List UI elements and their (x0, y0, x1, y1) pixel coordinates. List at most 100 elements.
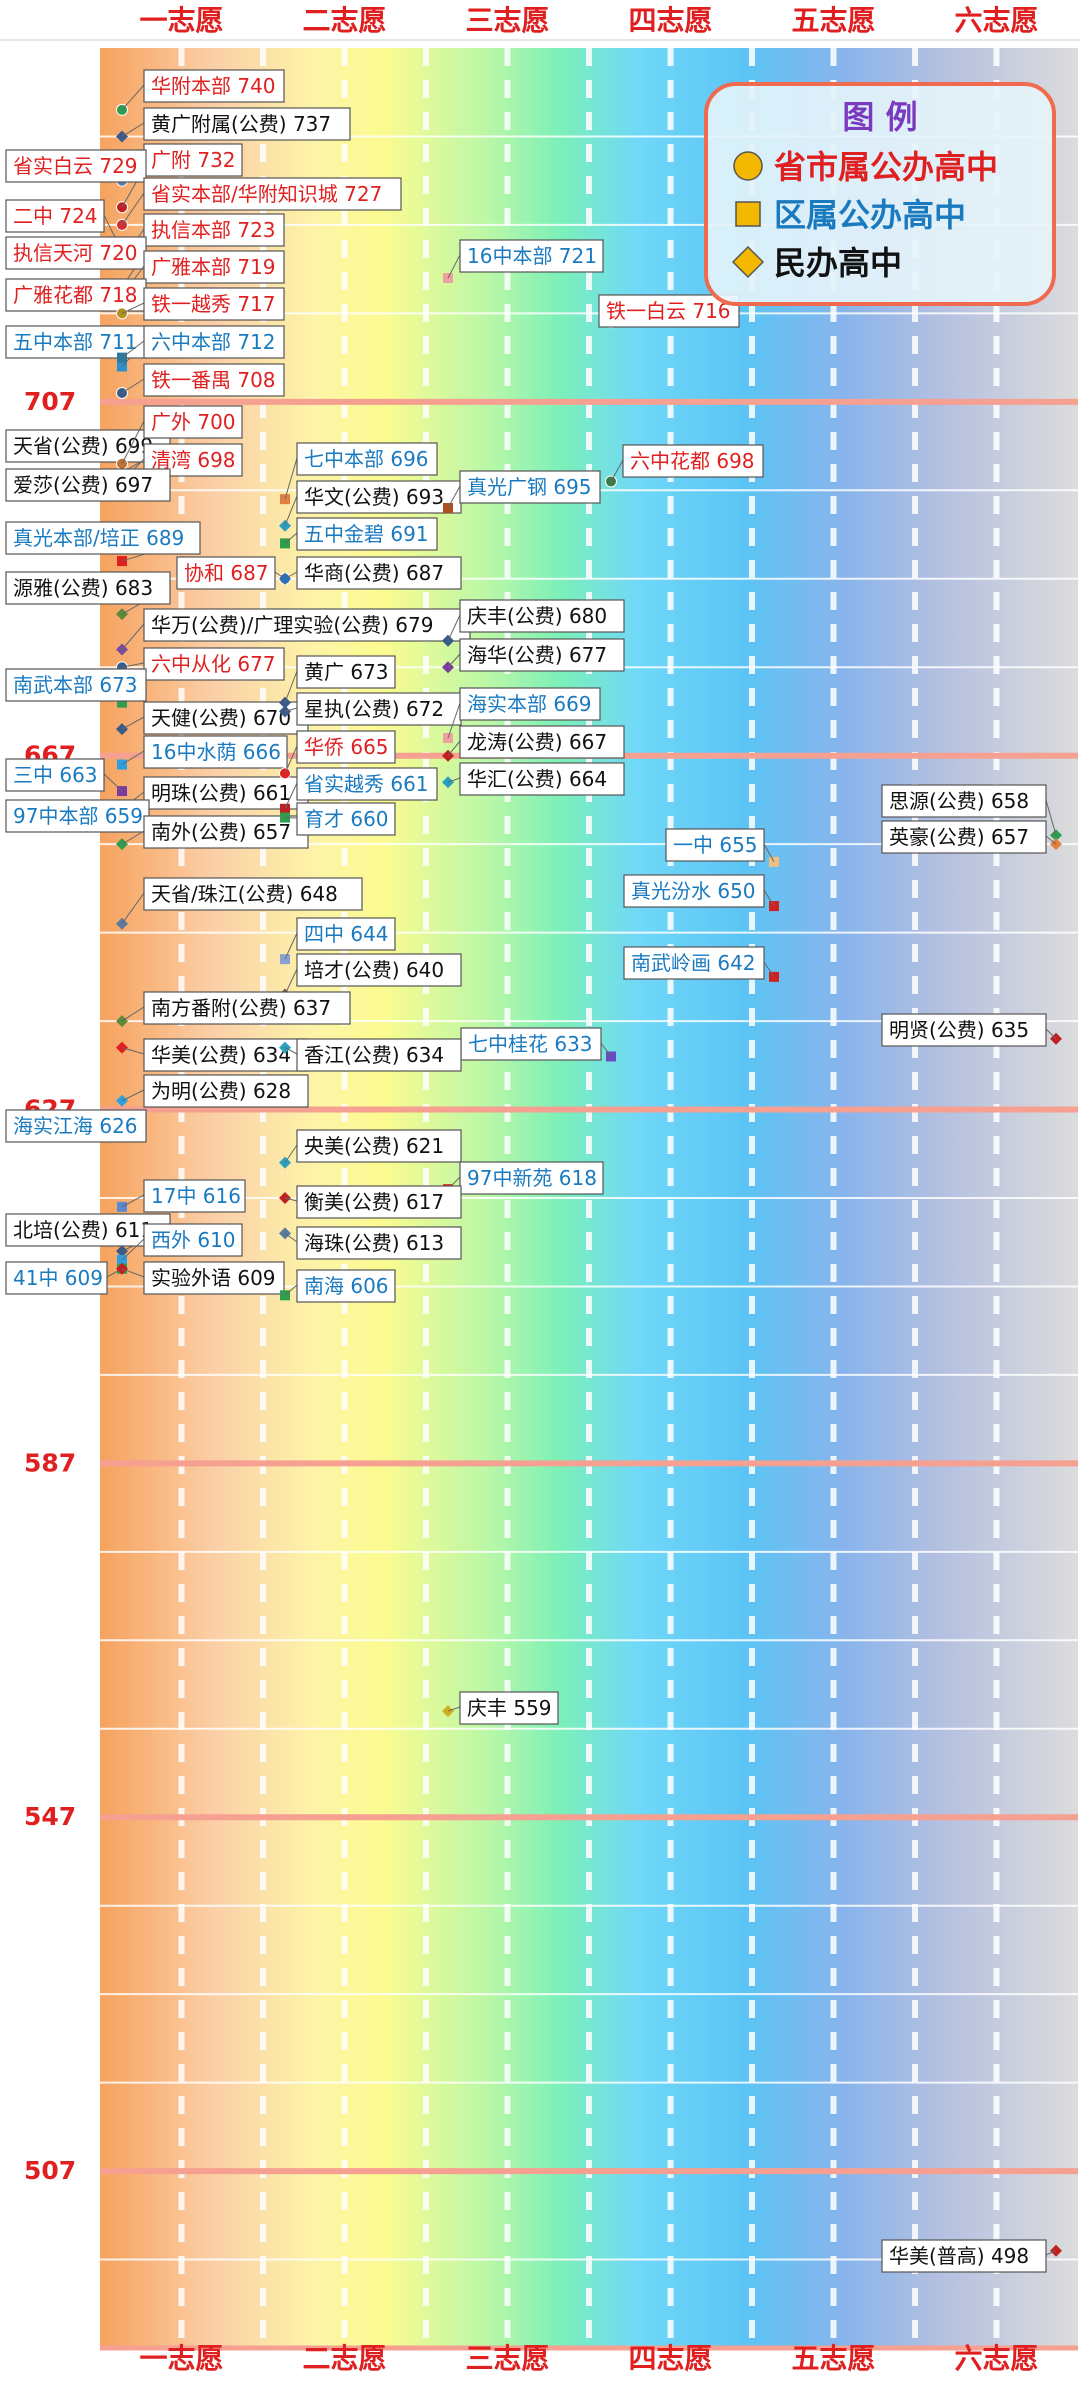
data-point: 六中从化 677 (116, 647, 285, 681)
point-label: 培才(公费) 640 (304, 958, 444, 982)
point-label-box (143, 177, 402, 211)
leader-line (121, 892, 145, 925)
data-point: 省实越秀 661 (280, 767, 438, 814)
data-point: 铁一白云 716 (598, 294, 740, 329)
leader-line (447, 740, 461, 757)
point-label-box (5, 468, 171, 502)
data-point: 海实本部 669 (443, 687, 601, 743)
x-tick-label-top: 五志愿 (791, 4, 875, 37)
leader-line (447, 702, 461, 739)
data-point: 华侨 665 (279, 730, 396, 780)
point-label-box (5, 1261, 108, 1295)
x-tick-label-bottom: 四志愿 (628, 2342, 712, 2375)
point-label: 真光本部/培正 689 (13, 526, 184, 550)
point-label-box (296, 730, 396, 764)
data-point: 为明(公费) 628 (116, 1074, 309, 1108)
point-label: 庆丰 559 (467, 1696, 552, 1720)
point-label: 天健(公费) 670 (151, 706, 291, 730)
leader-line (121, 1268, 145, 1278)
leader-line (284, 782, 298, 809)
data-point: 七中本部 696 (280, 442, 438, 505)
point-label: 三中 663 (13, 763, 98, 787)
point-label: 广附 732 (151, 148, 236, 172)
point-label: 二中 724 (13, 204, 98, 228)
data-point: 天省(公费) 699 (5, 429, 171, 479)
point-label-box (459, 470, 601, 504)
point-label-box (296, 1185, 462, 1219)
data-point: 铁一番禺 708 (116, 363, 285, 399)
data-point: 华文(公费) 693 (279, 480, 462, 532)
data-point: 培才(公费) 640 (279, 953, 462, 1001)
point-label: 六中花都 698 (630, 449, 755, 473)
leader-line (284, 571, 298, 580)
point-label-box (5, 149, 147, 183)
point-label-box (296, 802, 396, 836)
x-tick-label-bottom: 三志愿 (465, 2342, 549, 2375)
point-label-box (143, 1261, 285, 1295)
x-tick-label-bottom: 五志愿 (791, 2342, 875, 2375)
point-label: 英豪(公费) 657 (889, 825, 1029, 849)
data-point: 黄广附属(公费) 737 (116, 107, 351, 143)
point-label: 省实白云 729 (13, 154, 138, 178)
legend-label: 省市属公办高中 (774, 148, 998, 186)
legend-swatch-diamond (731, 245, 765, 279)
point-label: 省实本部/华附知识城 727 (151, 182, 382, 206)
data-point: 衡美(公费) 617 (279, 1185, 462, 1219)
point-label: 央美(公费) 621 (304, 1134, 444, 1158)
point-label: 庆丰(公费) 680 (467, 604, 607, 628)
point-label: 海华(公费) 677 (467, 643, 607, 667)
point-label: 南武岭画 642 (631, 951, 756, 975)
point-label: 华万(公费)/广理实验(公费) 679 (151, 613, 433, 637)
data-point: 思源(公费) 658 (881, 784, 1062, 842)
point-label: 北培(公费) 611 (13, 1218, 153, 1242)
x-tick-label-bottom: 六志愿 (954, 2342, 1038, 2375)
point-label: 七中本部 696 (304, 447, 429, 471)
point-label: 育才 660 (304, 807, 389, 831)
data-point: 华万(公费)/广理实验(公费) 679 (116, 608, 471, 656)
data-point: 南海 606 (280, 1269, 396, 1303)
point-label: 衡美(公费) 617 (304, 1190, 444, 1214)
point-label-box (459, 762, 625, 796)
data-point: 龙涛(公费) 667 (442, 725, 625, 762)
legend-box (704, 82, 1056, 306)
point-label: 海珠(公费) 613 (304, 1231, 444, 1255)
x-tick-label-top: 二志愿 (302, 4, 386, 37)
point-label-box (459, 1691, 559, 1725)
point-label: 南海 606 (304, 1274, 389, 1298)
point-label-box (5, 429, 171, 463)
data-point: 六中本部 712 (117, 325, 285, 363)
point-label: 思源(公费) 658 (889, 789, 1029, 813)
point-label-box (5, 1109, 147, 1143)
point-label-box (143, 325, 285, 359)
data-point: 执信本部 723 (116, 213, 285, 267)
point-label-box (296, 1269, 396, 1303)
point-label-box (5, 236, 147, 270)
x-tick-label-top: 四志愿 (628, 4, 712, 37)
point-label-box (143, 1179, 246, 1213)
point-label: 铁一越秀 717 (151, 292, 276, 316)
leader-line (121, 340, 145, 359)
data-point: 明贤(公费) 635 (881, 1013, 1062, 1047)
legend-swatch-circle (733, 151, 763, 181)
leader-line (284, 745, 298, 774)
point-label: 香江(公费) 634 (304, 1043, 444, 1067)
point-label-box (296, 767, 438, 801)
data-point: 华美(普高) 498 (881, 2239, 1062, 2273)
point-label: 爱莎(公费) 697 (13, 473, 153, 497)
leader-line (121, 662, 145, 668)
data-point: 南武本部 673 (5, 668, 147, 708)
data-point: 英豪(公费) 657 (881, 820, 1062, 854)
point-label-box (881, 784, 1047, 818)
leader-line (1045, 1028, 1057, 1040)
point-label: 华美(公费) 634 (151, 1043, 291, 1067)
leader-line (284, 1232, 298, 1243)
point-label-box (5, 325, 147, 359)
point-label-box (296, 556, 462, 590)
point-label-box (881, 2239, 1047, 2273)
data-point: 广附 732 (116, 143, 243, 187)
data-point: 星执(公费) 672 (279, 692, 462, 726)
data-point: 西外 610 (117, 1223, 243, 1265)
leader-line (121, 830, 145, 845)
point-label: 南方番附(公费) 637 (151, 996, 331, 1020)
point-label: 97中新苑 618 (467, 1166, 597, 1190)
